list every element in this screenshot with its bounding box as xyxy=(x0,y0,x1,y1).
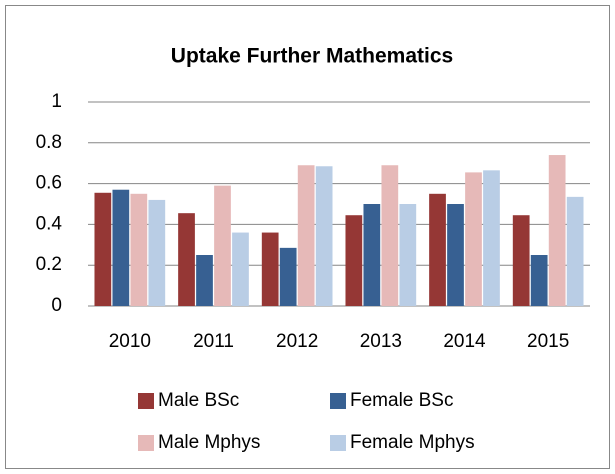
bar xyxy=(315,166,333,306)
bar xyxy=(178,213,195,306)
legend-label: Male BSc xyxy=(158,390,239,411)
bar xyxy=(94,192,112,306)
legend-swatch xyxy=(330,435,346,451)
bar xyxy=(261,232,279,306)
bar xyxy=(465,172,482,306)
y-tick-label: 0.2 xyxy=(36,254,62,275)
legend-label: Female BSc xyxy=(350,390,453,411)
y-tick-label: 0 xyxy=(51,295,62,316)
bar xyxy=(130,193,148,306)
bar xyxy=(381,165,399,306)
bar xyxy=(399,204,417,306)
bar xyxy=(297,165,315,306)
legend-swatch xyxy=(138,393,154,409)
y-tick-label: 1 xyxy=(51,91,62,112)
bar xyxy=(429,193,446,306)
bar xyxy=(447,204,464,306)
legend-label: Female Mphys xyxy=(350,432,475,453)
x-tick-label: 2012 xyxy=(276,331,318,352)
bar xyxy=(196,255,213,306)
x-tick-label: 2011 xyxy=(193,331,234,352)
bar xyxy=(530,255,548,306)
legend-swatch xyxy=(138,435,154,451)
x-tick-label: 2014 xyxy=(443,331,486,352)
x-tick-label: 2010 xyxy=(109,331,151,352)
chart-title: Uptake Further Mathematics xyxy=(171,45,453,68)
bar xyxy=(112,189,130,306)
x-tick-label: 2015 xyxy=(527,331,569,352)
bar xyxy=(512,215,530,306)
y-tick-label: 0.6 xyxy=(36,173,62,194)
legend-label: Male Mphys xyxy=(158,432,260,453)
y-tick-label: 0.4 xyxy=(36,213,63,234)
bar xyxy=(363,204,381,306)
bar xyxy=(148,199,166,306)
legend-swatch xyxy=(330,393,346,409)
bar xyxy=(566,196,584,306)
x-tick-label: 2013 xyxy=(360,331,402,352)
bar xyxy=(279,247,297,306)
bar xyxy=(214,185,231,306)
bar xyxy=(232,232,249,306)
bar xyxy=(345,215,363,306)
bar xyxy=(483,170,500,306)
bar xyxy=(548,155,566,306)
y-tick-label: 0.8 xyxy=(36,132,62,153)
